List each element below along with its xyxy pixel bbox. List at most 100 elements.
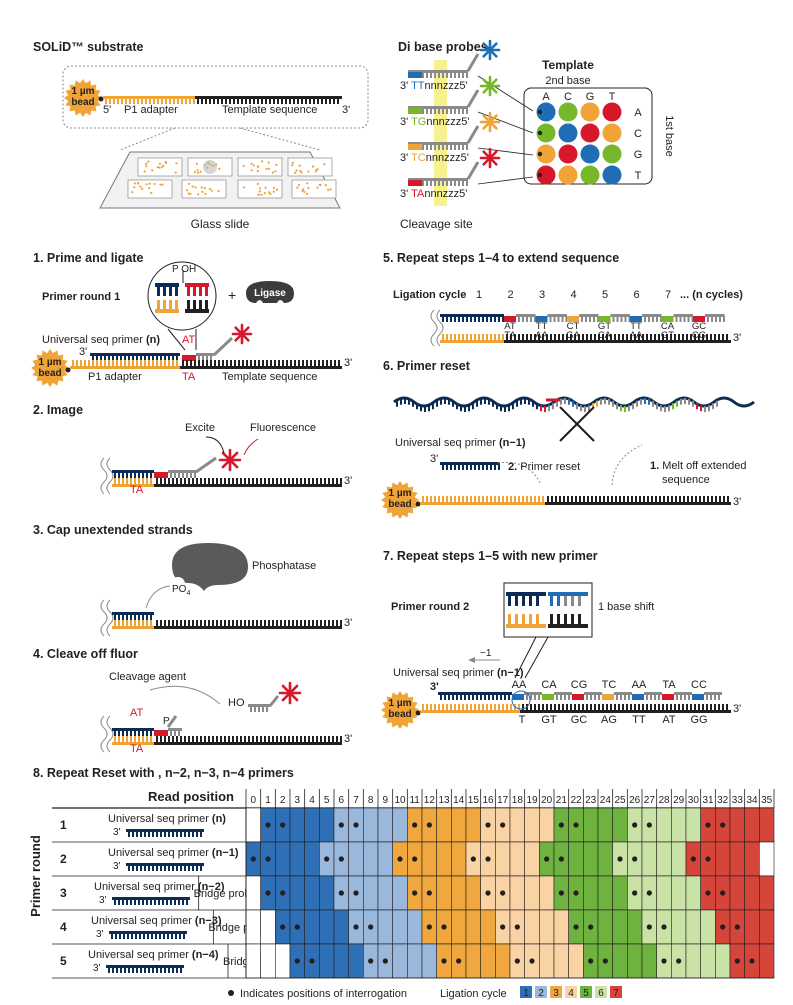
base-tooth [490,464,492,470]
base-tooth [602,704,604,710]
wave-tooth [712,403,714,410]
probes-title: Di base probes [398,40,488,54]
base-tooth [164,967,166,973]
base-tooth [474,496,476,502]
base-tooth [585,316,587,322]
base-tooth [723,316,725,322]
ligated-dibase [154,730,168,736]
base-tooth [122,736,124,742]
read-cell [744,875,760,911]
base-tooth [561,316,564,322]
base-tooth [228,736,230,742]
interrogation-dot [529,958,535,964]
base-tooth [294,360,296,366]
base-tooth [597,316,599,322]
base-tooth [500,694,502,700]
bead-dot [312,165,315,168]
bead-dot [250,162,253,165]
read-cell [597,909,613,945]
color-code-circle [536,123,556,143]
base-tooth [618,334,620,340]
base-tooth [146,478,148,484]
read-cell [451,807,467,843]
base-tooth [146,620,148,626]
top-pair-label: CA [661,321,675,332]
base-tooth [184,620,186,626]
bead-label-1: 1 µm [72,86,95,97]
base-tooth [249,98,251,104]
base-tooth [570,334,572,340]
base-tooth [150,478,152,484]
base-tooth [150,472,152,478]
wave-tooth [496,403,498,410]
legend-swatch [610,986,622,998]
base-tooth [152,360,154,366]
base-tooth [603,496,605,502]
probe-remnant [524,692,542,700]
wave-tooth [396,400,398,407]
template-strand [154,478,342,487]
base-tooth [220,620,222,626]
base-tooth [627,496,629,502]
slide-well [291,179,337,199]
base-tooth [557,316,560,322]
bead-dot [295,169,298,172]
base-tooth [454,496,456,502]
wave-tooth [536,403,538,410]
base-tooth [460,694,462,700]
base-tooth [538,496,540,502]
shift-highlight-circle [511,690,531,710]
base-tooth [466,496,468,502]
selected-well-spot [203,160,217,174]
base-tooth [144,967,146,973]
base-tooth [635,496,637,502]
p1-adapter-strand [112,620,154,629]
interrogation-dot [485,822,491,828]
base-tooth [329,98,331,104]
color-code-circle [602,123,622,143]
base-tooth [450,108,452,114]
ligated-dibase [154,472,168,478]
base-tooth [148,967,150,973]
substrate-zoom-box [62,65,369,129]
read-cell [407,909,423,945]
wave-tooth [524,398,526,404]
base-tooth [538,694,540,700]
sequencing-primer [90,353,180,361]
color-code-circle [536,144,556,164]
base-tooth [281,98,283,104]
bead-dot [275,188,279,191]
zoom-tooth [157,300,160,309]
first-base-letter: C [634,128,642,140]
bridge-probe-label: Bridge probe [194,888,257,900]
base-tooth [114,478,116,484]
base-tooth [142,899,144,905]
base-tooth [159,933,161,939]
base-tooth [470,496,472,502]
base-tooth [134,899,136,905]
base-tooth [288,478,290,484]
bead-dot [151,169,154,172]
base-tooth [138,614,140,620]
base-tooth [490,316,492,322]
read-position-table: 0 1 2 3 4 5 6 7 8 9 10 11 12 13 14 15 16 17 18 19 20 21 22 23 24… [52,789,775,979]
step6-bead-label-1: 1 µm [389,488,412,499]
template-title: Template [542,58,594,72]
primer-round-2-label: Primer round 2 [391,601,469,613]
base-tooth [714,694,716,700]
substrate-panel: SOLiD™ substrate 1 µm bead 5' P1 adapter… [33,40,369,231]
base-tooth [438,144,440,150]
base-tooth [711,316,713,322]
base-tooth [446,108,448,114]
base-tooth [196,478,198,484]
color-code-circle [580,144,600,164]
step7-primer-label: Universal seq primer (n−1) [393,667,524,679]
base-tooth [478,464,480,470]
base-shift-label: 1 base shift [598,601,654,613]
read-position-number: 1 [265,795,271,806]
wave-tooth [452,400,454,407]
base-tooth [268,478,270,484]
bead-dot [197,193,200,196]
wave-tooth [628,405,630,412]
